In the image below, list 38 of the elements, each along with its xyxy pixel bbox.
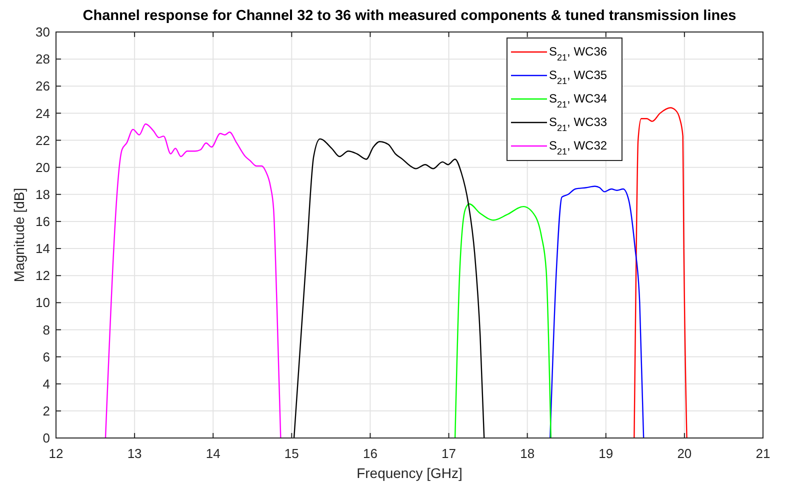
chart-title: Channel response for Channel 32 to 36 with measured components & tuned transmission lines	[82, 8, 736, 24]
y-tick-label: 14	[36, 241, 50, 256]
y-tick-label: 30	[36, 24, 50, 40]
line-series	[550, 186, 644, 439]
y-axis-title: Magnitude [dB]	[11, 188, 27, 282]
line-series	[454, 203, 552, 439]
y-tick-label: 24	[36, 106, 50, 121]
y-tick-label: 12	[36, 268, 50, 284]
y-tick-label: 2	[42, 403, 50, 418]
y-tick-label: 28	[36, 52, 50, 67]
line-series	[293, 138, 485, 439]
legend-label: S$_{21}$, WC32	[549, 138, 608, 157]
y-tick-label: 4	[42, 376, 50, 392]
x-tick-label: 19	[598, 446, 614, 461]
y-tick-label: 22	[36, 132, 50, 148]
y-tick-label: 26	[36, 78, 50, 94]
y-tick-label: 10	[36, 295, 50, 310]
x-tick-label: 18	[520, 446, 535, 461]
x-tick-label: 14	[206, 446, 220, 461]
y-tick-label: 6	[42, 349, 50, 364]
y-tick-label: 0	[42, 430, 50, 446]
x-tick-label: 17	[442, 446, 456, 461]
x-tick-label: 16	[362, 446, 378, 461]
y-tick-label: 20	[36, 160, 50, 175]
line-series	[104, 123, 282, 439]
line-series	[634, 107, 688, 439]
x-axis-title: Frequency [GHz]	[356, 465, 462, 481]
y-tick-label: 8	[42, 322, 50, 338]
legend-label: S$_{21}$, WC36	[549, 44, 608, 63]
legend-label: S$_{21}$, WC33	[549, 115, 608, 134]
y-tick-label: 16	[36, 214, 50, 230]
x-tick-label: 15	[284, 446, 299, 461]
legend-label: S$_{21}$, WC35	[549, 68, 608, 86]
x-tick-label: 13	[127, 446, 142, 461]
x-tick-label: 20	[677, 446, 692, 461]
x-tick-label: 21	[756, 446, 770, 461]
y-tick-label: 18	[36, 186, 50, 202]
legend-label: S$_{21}$, WC34	[549, 92, 608, 110]
